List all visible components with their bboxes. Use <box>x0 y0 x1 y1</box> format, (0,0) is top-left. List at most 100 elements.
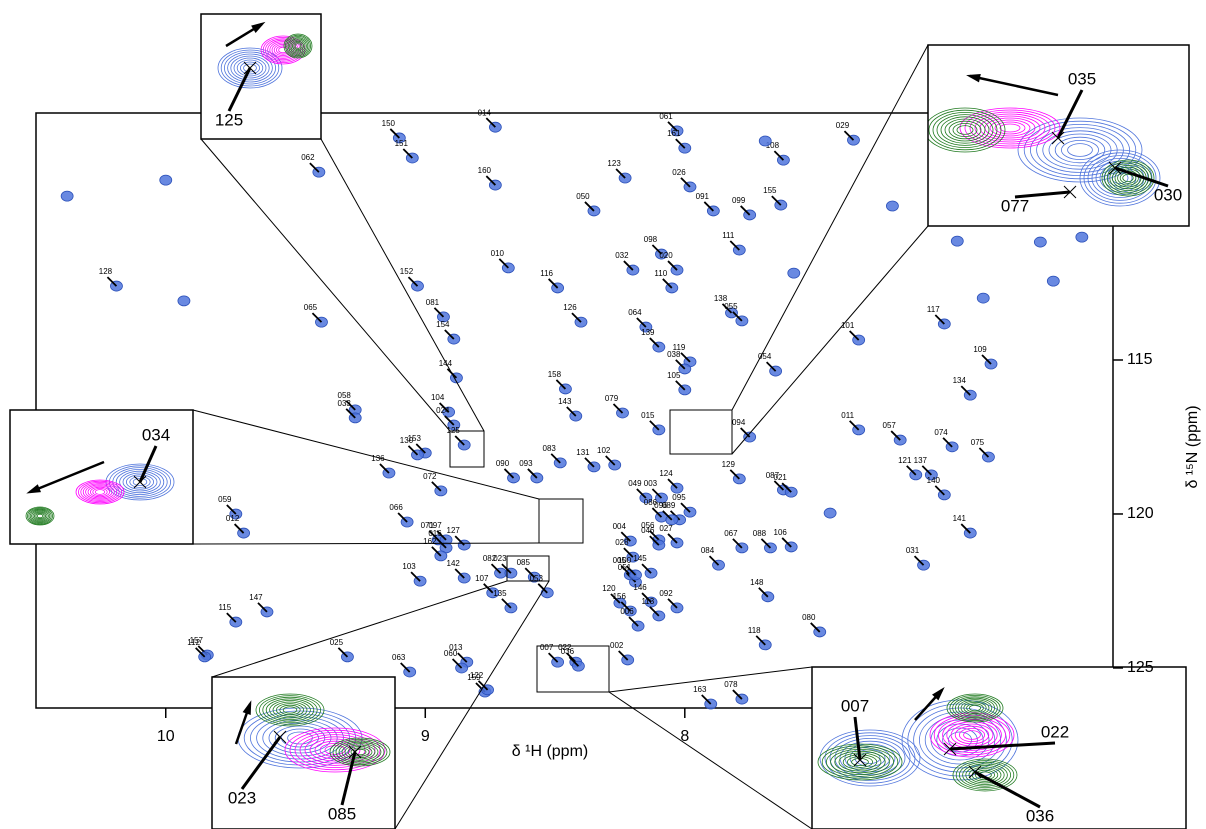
arrow-head <box>251 21 266 33</box>
contour <box>291 40 304 52</box>
peak-label: 057 <box>883 421 897 430</box>
contour <box>952 696 998 720</box>
peak-label: 091 <box>696 192 710 201</box>
contour <box>338 741 382 763</box>
leader-line <box>934 314 945 325</box>
contour <box>928 107 1006 153</box>
contour <box>949 695 1001 722</box>
contour <box>1087 155 1153 201</box>
y-axis-label: δ ¹⁵N (ppm) <box>1184 405 1201 488</box>
leader-line <box>610 593 621 604</box>
contour <box>273 44 293 57</box>
peak <box>60 190 74 202</box>
peak-label: 072 <box>423 472 437 481</box>
peak-label: 123 <box>607 159 621 168</box>
peak <box>823 507 837 519</box>
inset-leader <box>1014 190 1071 199</box>
leader-line <box>849 420 860 431</box>
peak-label: 106 <box>774 528 788 537</box>
contour <box>115 468 165 495</box>
leader-line <box>773 150 785 161</box>
contour <box>82 483 118 501</box>
contour <box>32 511 48 521</box>
peak-label: 128 <box>99 267 113 276</box>
leader-line <box>708 555 720 566</box>
inset: 023 085 <box>228 693 391 823</box>
peak-label: 152 <box>400 267 414 276</box>
contour <box>819 729 921 787</box>
contour <box>944 118 986 142</box>
peak-label: 124 <box>659 469 673 478</box>
y-tick-label: 120 <box>1127 505 1154 522</box>
contour <box>968 766 1002 784</box>
contour <box>268 722 332 754</box>
contour <box>994 121 1026 135</box>
leader-line <box>433 307 445 318</box>
peak <box>159 174 173 186</box>
leader-line <box>618 650 629 661</box>
contour <box>955 760 1015 790</box>
peak-label: 096 <box>654 501 668 510</box>
leader-line <box>667 121 678 132</box>
contour <box>271 42 295 58</box>
contour <box>29 509 51 523</box>
peak-label: 029 <box>836 121 850 130</box>
contour <box>284 34 311 58</box>
contour <box>962 763 1008 787</box>
peak-label: 145 <box>633 554 647 563</box>
contour <box>959 761 1012 789</box>
contour <box>34 512 47 521</box>
peak-label: 141 <box>953 514 967 523</box>
contour <box>269 41 297 59</box>
inset-label: 036 <box>1026 806 1054 825</box>
peak-label: 151 <box>395 139 409 148</box>
contour <box>230 55 270 81</box>
peak-label: 110 <box>654 269 667 278</box>
inset: 034 <box>25 425 175 526</box>
leader-line <box>436 530 447 541</box>
contour <box>90 486 111 498</box>
contour <box>258 695 321 725</box>
contour <box>262 696 318 724</box>
contour <box>1054 136 1106 164</box>
contour <box>289 38 307 54</box>
contour <box>950 723 994 747</box>
peak <box>1033 236 1047 248</box>
peak-label: 088 <box>753 529 767 538</box>
inset-leader <box>340 751 357 806</box>
leader-line <box>890 430 901 441</box>
contour <box>87 485 113 499</box>
contour <box>233 57 267 79</box>
leader-line <box>345 408 356 419</box>
cross <box>1051 131 1065 145</box>
peak-label: 054 <box>758 352 772 361</box>
leader-line <box>729 240 740 251</box>
peak-label: 005 <box>613 556 627 565</box>
peak-label: 004 <box>613 522 627 531</box>
leader-line <box>942 437 953 448</box>
cross <box>348 745 362 759</box>
leader-line <box>758 587 769 598</box>
peak-label: 147 <box>249 593 263 602</box>
contour <box>965 765 1005 786</box>
peak-label: 126 <box>563 303 577 312</box>
leader-line <box>651 507 663 518</box>
y-tick-label: 115 <box>1127 351 1153 368</box>
leader-line <box>978 447 990 458</box>
peak-label: 071 <box>421 521 435 530</box>
leader-line <box>934 485 945 496</box>
contour <box>928 109 1002 151</box>
peak-label: 012 <box>226 514 240 523</box>
inset-label: 022 <box>1041 722 1069 741</box>
peak <box>886 200 899 212</box>
peak-label: 104 <box>431 393 445 402</box>
peak-label: 074 <box>934 428 948 437</box>
peak <box>1046 275 1060 287</box>
leader-line <box>667 478 678 489</box>
leader-line <box>605 455 616 466</box>
contour <box>839 740 901 776</box>
contour <box>75 479 125 505</box>
leader-line <box>226 612 237 623</box>
leader-line <box>397 512 408 523</box>
leader-line <box>651 244 663 255</box>
